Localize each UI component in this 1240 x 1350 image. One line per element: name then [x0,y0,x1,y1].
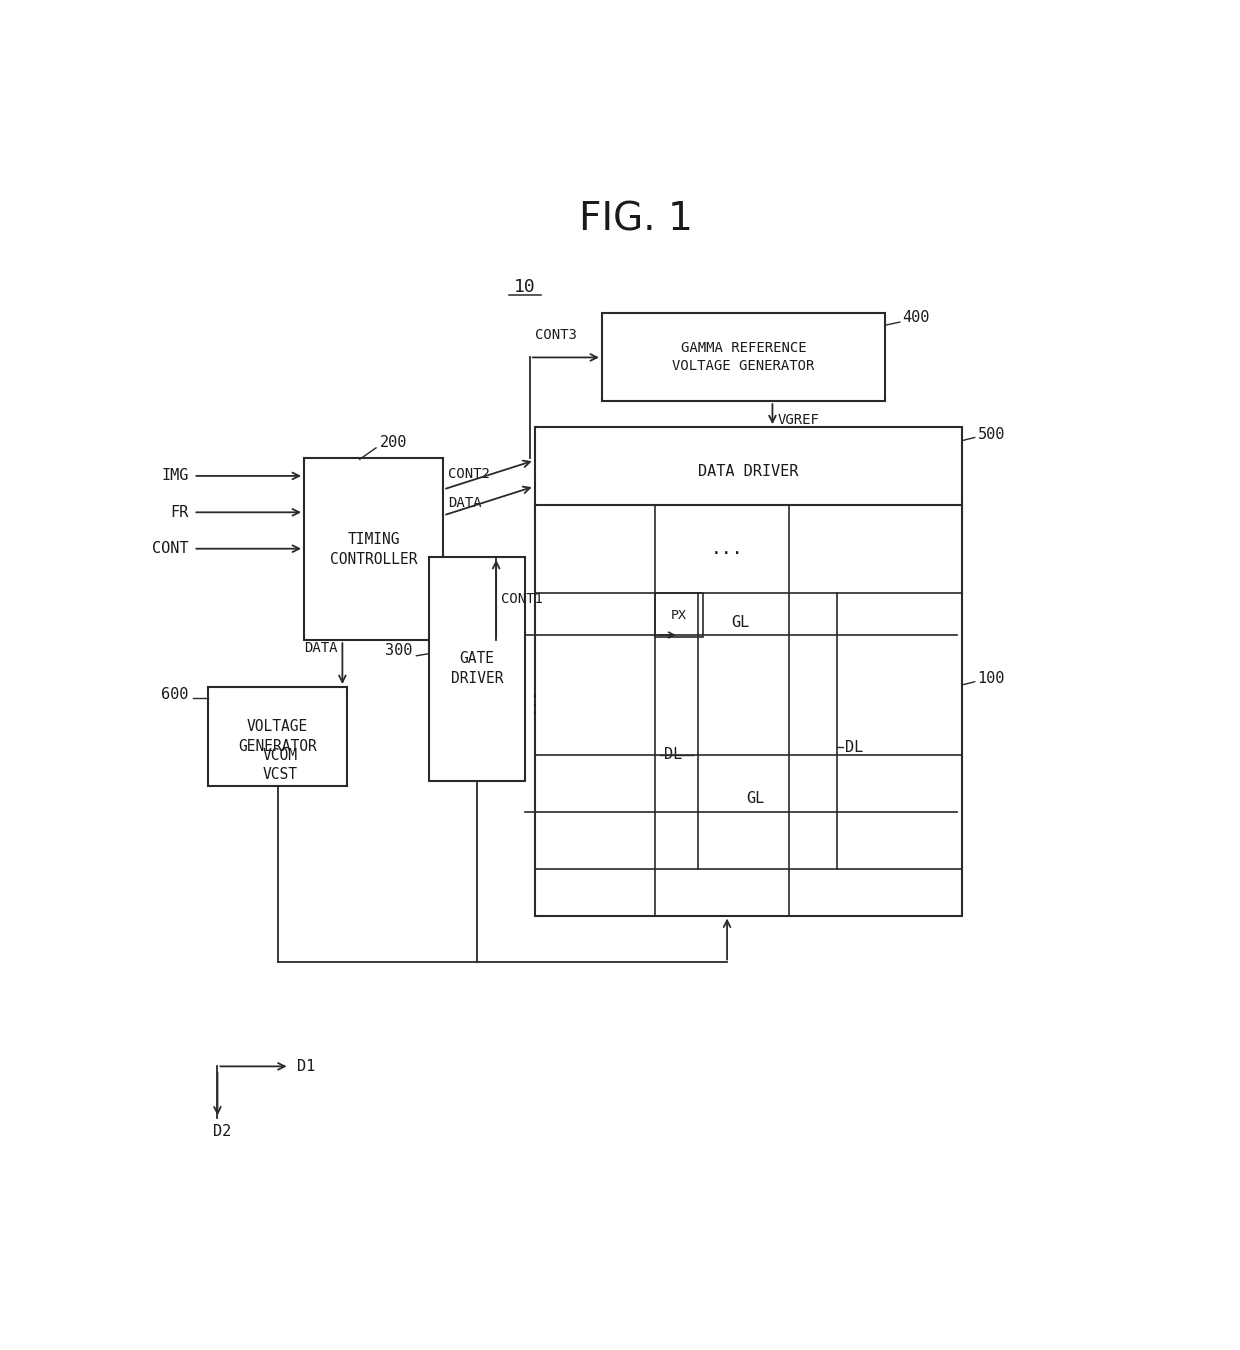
Text: DATA: DATA [448,495,481,510]
Text: DATA: DATA [304,641,337,656]
Text: 200: 200 [379,435,407,450]
Bar [655,594,703,637]
Text: GL: GL [746,791,764,806]
Text: ...: ... [711,540,743,558]
Text: GATE
DRIVER: GATE DRIVER [450,651,503,686]
Text: CONT: CONT [153,541,188,556]
Text: IMG: IMG [161,468,188,483]
Text: VCOM
VCST: VCOM VCST [263,748,298,782]
Text: FR: FR [170,505,188,520]
Text: DATA DRIVER: DATA DRIVER [698,464,799,479]
Text: CONT1: CONT1 [501,591,543,606]
Bar [304,458,444,640]
Text: D2: D2 [213,1123,231,1138]
Text: GAMMA REFERENCE
VOLTAGE GENERATOR: GAMMA REFERENCE VOLTAGE GENERATOR [672,340,815,373]
Text: PX: PX [671,609,687,622]
Text: 100: 100 [977,671,1004,686]
Bar [534,505,962,915]
Text: FIG. 1: FIG. 1 [579,200,692,238]
Text: GL: GL [732,616,750,630]
Text: DL: DL [665,747,682,761]
Text: 600: 600 [161,687,188,702]
Bar [208,687,347,786]
Text: VGREF: VGREF [777,413,820,427]
Text: CONT2: CONT2 [448,467,490,481]
Text: 400: 400 [903,310,930,325]
Text: 500: 500 [977,427,1004,441]
Text: TIMING
CONTROLLER: TIMING CONTROLLER [330,532,418,567]
Text: VOLTAGE
GENERATOR: VOLTAGE GENERATOR [238,720,317,753]
Bar [429,558,525,780]
Text: 300: 300 [386,643,413,657]
Text: D1: D1 [298,1058,315,1073]
Text: CONT3: CONT3 [534,328,577,342]
Bar [534,427,962,516]
Text: 10: 10 [515,278,536,296]
Text: DL: DL [844,740,863,755]
Text: ...: ... [521,687,537,714]
Bar [601,313,885,401]
